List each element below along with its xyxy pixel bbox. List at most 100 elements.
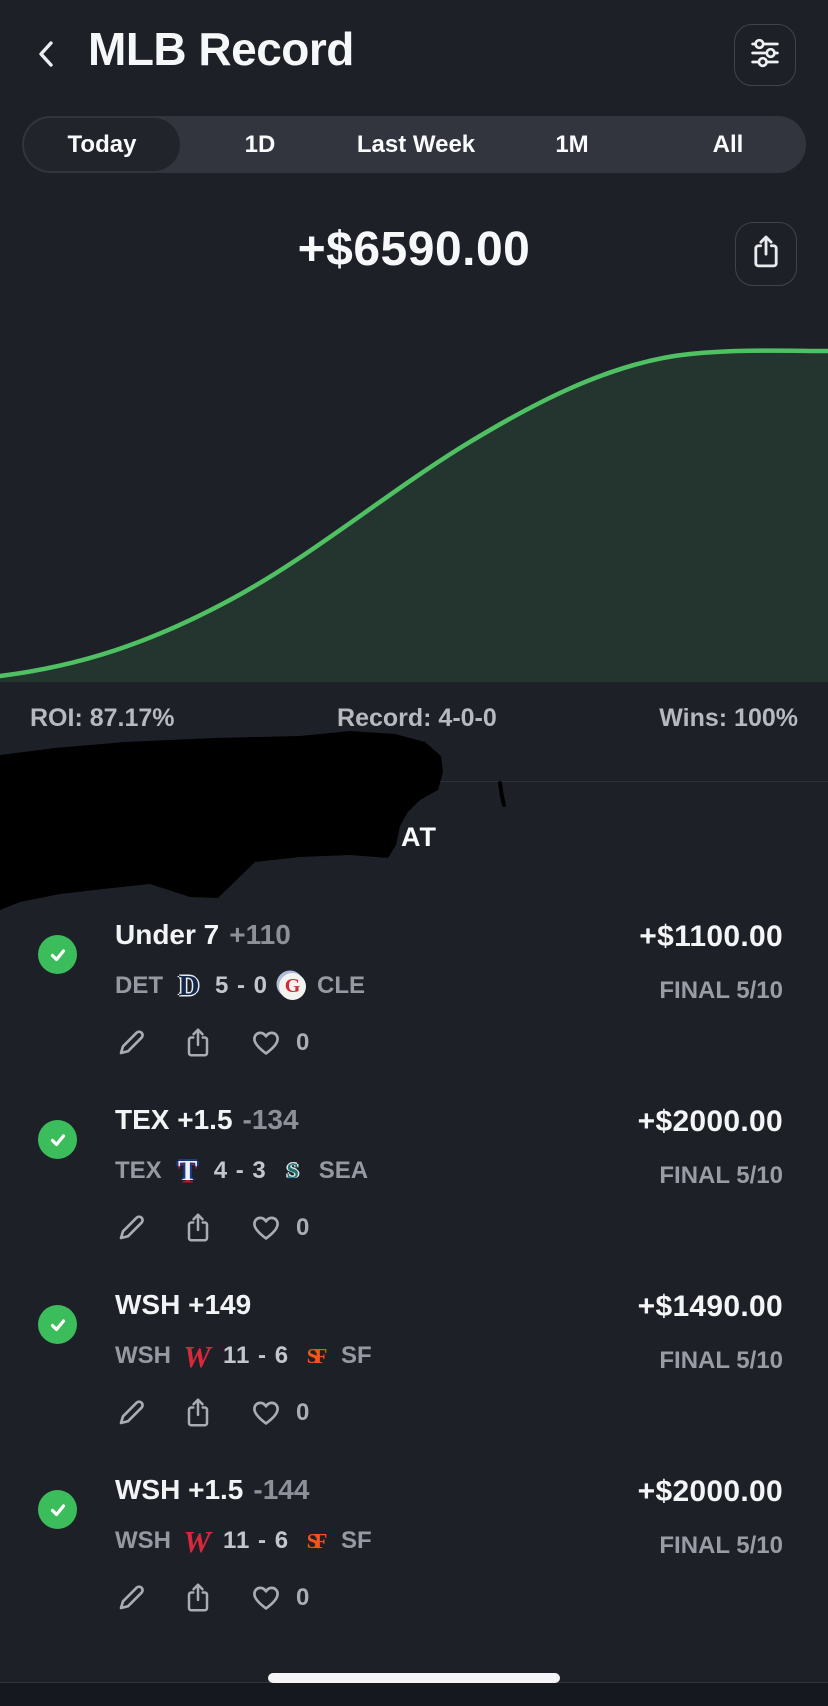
away-team-abbr: WSH [115,1342,171,1369]
home-team-abbr: SEA [318,1157,369,1184]
game-score-line: DET D 5 - 0 G CLE [115,969,365,1003]
stats-row: ROI: 87.17% Record: 4-0-0 Wins: 100% [30,704,798,733]
away-team-abbr: TEX [115,1157,162,1184]
bet-odds: -144 [253,1474,310,1505]
like-button[interactable]: 0 [249,1027,309,1059]
chart-area-fill [0,350,828,682]
home-indicator[interactable] [268,1673,560,1683]
home-team-abbr: SF [341,1527,372,1554]
filter-button[interactable] [734,24,796,86]
stat-wins: Wins: 100% [659,704,798,732]
stat-roi: ROI: 87.17% [30,704,175,732]
bet-title: WSH +1.5 -144 [115,1474,310,1505]
game-status: FINAL 5/10 [659,1532,783,1559]
san-francisco-giants-logo: SF [306,1343,328,1368]
cleveland-guardians-logo: G [279,972,307,1000]
washington-nationals-logo: W [183,1338,211,1374]
pencil-icon [119,1215,144,1240]
heart-icon [253,1031,279,1055]
game-score: 5 - 0 [215,972,269,999]
stat-record: Record: 4-0-0 [337,704,497,732]
pencil-icon [119,1030,144,1055]
game-status: FINAL 5/10 [659,977,783,1004]
tab-1m[interactable]: 1M [555,130,589,158]
bet-row[interactable]: WSH +149 WSH W 11 - 6 SF SF 0 [0,1272,828,1457]
tab-today[interactable]: Today [24,118,180,171]
share-icon [187,1028,209,1057]
game-score-line: TEX T 4 - 3 S SEA [115,1154,368,1188]
game-status: FINAL 5/10 [659,1162,783,1189]
like-count: 0 [296,1214,310,1241]
tab-last-week[interactable]: Last Week [356,130,476,158]
tab-all[interactable]: All [712,130,744,158]
chevron-left-icon [34,38,58,75]
game-score: 11 - 6 [223,1527,290,1554]
game-score: 4 - 3 [213,1157,267,1184]
share-bet-button[interactable] [183,1026,213,1060]
heart-icon [253,1586,279,1610]
section-header-fragment: AT [401,822,437,852]
bet-odds: +110 [229,919,291,950]
seattle-mariners-logo: S [286,1158,299,1183]
pencil-icon [119,1585,144,1610]
share-bet-button[interactable] [183,1396,213,1430]
section-divider [0,781,828,782]
time-range-tabs: Today 1D Last Week 1M All [22,116,806,173]
like-button[interactable]: 0 [249,1397,309,1429]
detroit-tigers-logo: D [178,969,200,1002]
share-icon [187,1583,209,1612]
bet-title: Under 7 +110 [115,919,291,950]
share-icon [187,1398,209,1427]
share-icon [187,1213,209,1242]
home-team-abbr: CLE [317,972,366,999]
payout-amount: +$2000.00 [637,1475,783,1508]
washington-nationals-logo: W [183,1523,211,1559]
heart-icon [253,1216,279,1240]
edit-button[interactable] [115,1397,147,1429]
like-button[interactable]: 0 [249,1212,309,1244]
payout-amount: +$1100.00 [639,920,783,953]
bet-odds: -134 [242,1104,299,1135]
bet-title: TEX +1.5 -134 [115,1104,299,1135]
like-count: 0 [296,1584,310,1611]
tab-1d[interactable]: 1D [244,130,276,158]
page-title: MLB Record [88,23,354,75]
bet-title: WSH +149 [115,1289,252,1320]
payout-amount: +$2000.00 [637,1105,783,1138]
share-icon [749,233,783,276]
profit-area-chart[interactable] [0,348,828,682]
win-check-badge [38,1490,77,1529]
edit-button[interactable] [115,1027,147,1059]
game-score: 11 - 6 [223,1342,290,1369]
chart-line [0,348,828,679]
pencil-icon [119,1400,144,1425]
like-button[interactable]: 0 [249,1582,309,1614]
back-button[interactable] [24,34,68,78]
edit-button[interactable] [115,1212,147,1244]
sliders-icon [747,35,783,76]
bet-list: Under 7 +110 DET D 5 - 0 G CLE 0 [0,902,828,1642]
game-score-line: WSH W 11 - 6 SF SF [115,1339,372,1373]
away-team-abbr: WSH [115,1527,171,1554]
home-team-abbr: SF [341,1342,372,1369]
total-profit: +$6590.00 [297,223,531,276]
bet-row[interactable]: Under 7 +110 DET D 5 - 0 G CLE 0 [0,902,828,1087]
share-bet-button[interactable] [183,1581,213,1615]
win-check-badge [38,1120,77,1159]
bet-row[interactable]: WSH +1.5 -144 WSH W 11 - 6 SF SF 0 [0,1457,828,1642]
away-team-abbr: DET [115,972,163,999]
payout-amount: +$1490.00 [637,1290,783,1323]
texas-rangers-logo: T [178,1154,198,1187]
win-check-badge [38,935,77,974]
like-count: 0 [296,1399,310,1426]
win-check-badge [38,1305,77,1344]
share-record-button[interactable] [735,222,797,286]
game-status: FINAL 5/10 [659,1347,783,1374]
san-francisco-giants-logo: SF [306,1528,328,1553]
game-score-line: WSH W 11 - 6 SF SF [115,1524,372,1558]
heart-icon [253,1401,279,1425]
bottom-safe-area [0,1683,828,1706]
share-bet-button[interactable] [183,1211,213,1245]
bet-row[interactable]: TEX +1.5 -134 TEX T 4 - 3 S SEA 0 [0,1087,828,1272]
edit-button[interactable] [115,1582,147,1614]
